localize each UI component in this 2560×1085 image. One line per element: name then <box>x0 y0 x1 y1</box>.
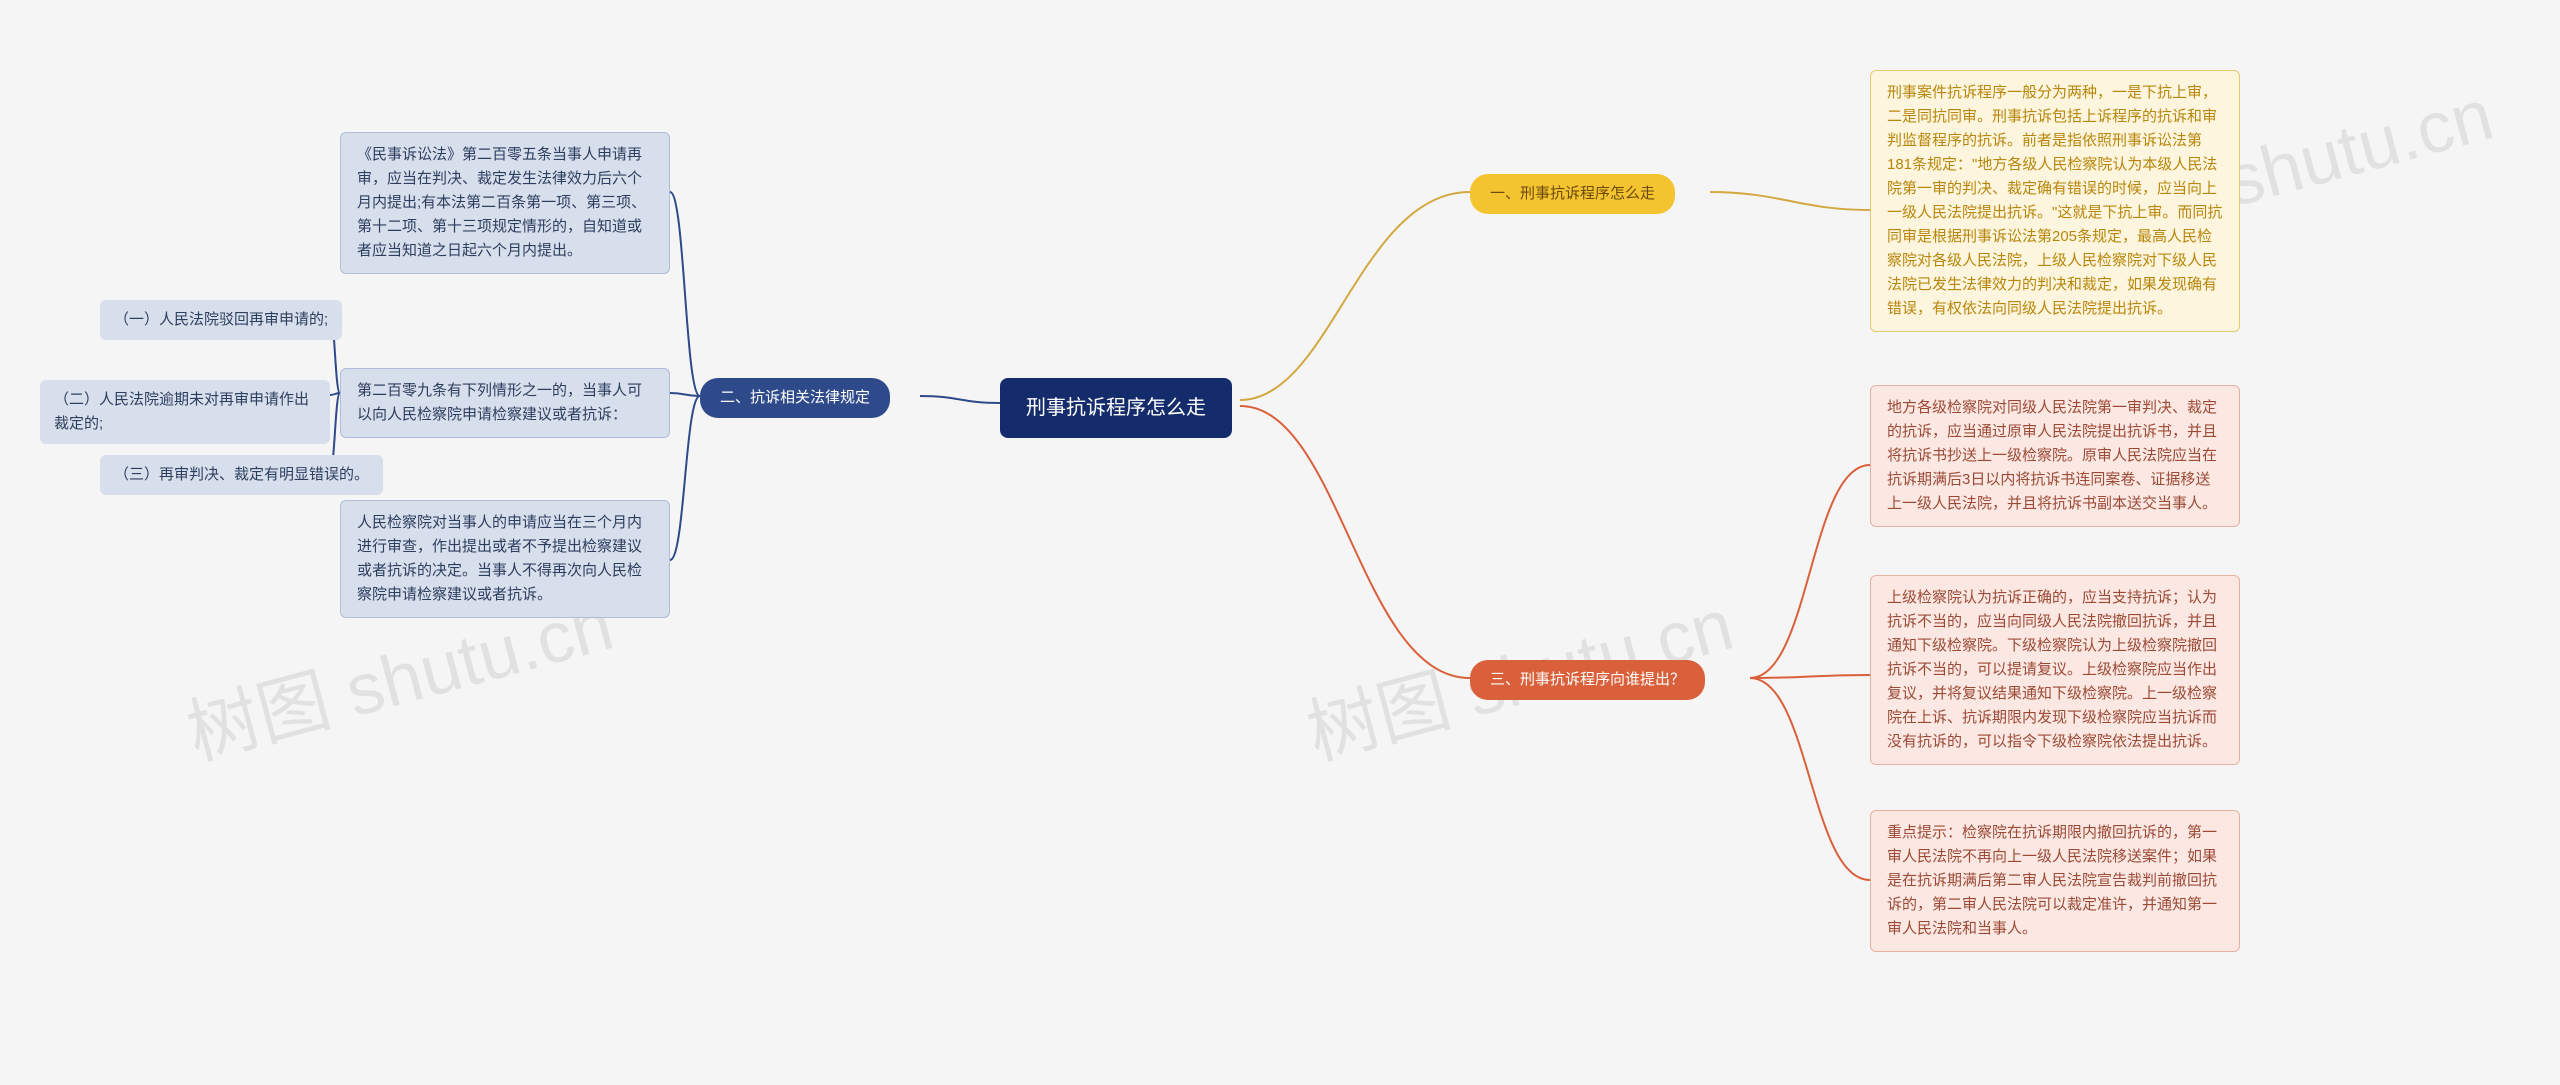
center-node: 刑事抗诉程序怎么走 <box>1000 378 1232 438</box>
branch2-sub2: （二）人民法院逾期未对再审申请作出裁定的; <box>40 380 330 444</box>
branch1-title: 一、刑事抗诉程序怎么走 <box>1470 174 1675 214</box>
branch2-item3: 人民检察院对当事人的申请应当在三个月内进行审查，作出提出或者不予提出检察建议或者… <box>340 500 670 618</box>
branch3-title: 三、刑事抗诉程序向谁提出？ <box>1470 660 1705 700</box>
branch3-item1: 地方各级检察院对同级人民法院第一审判决、裁定的抗诉，应当通过原审人民法院提出抗诉… <box>1870 385 2240 527</box>
branch1-detail: 刑事案件抗诉程序一般分为两种，一是下抗上审，二是同抗同审。刑事抗诉包括上诉程序的… <box>1870 70 2240 332</box>
branch2-title: 二、抗诉相关法律规定 <box>700 378 890 418</box>
branch2-item1: 《民事诉讼法》第二百零五条当事人申请再审，应当在判决、裁定发生法律效力后六个月内… <box>340 132 670 274</box>
branch2-sub3: （三）再审判决、裁定有明显错误的。 <box>100 455 383 495</box>
branch2-sub1: （一）人民法院驳回再审申请的; <box>100 300 342 340</box>
branch3-item2: 上级检察院认为抗诉正确的，应当支持抗诉；认为抗诉不当的，应当向同级人民法院撤回抗… <box>1870 575 2240 765</box>
branch2-item2: 第二百零九条有下列情形之一的，当事人可以向人民检察院申请检察建议或者抗诉： <box>340 368 670 438</box>
branch3-item3: 重点提示：检察院在抗诉期限内撤回抗诉的，第一审人民法院不再向上一级人民法院移送案… <box>1870 810 2240 952</box>
